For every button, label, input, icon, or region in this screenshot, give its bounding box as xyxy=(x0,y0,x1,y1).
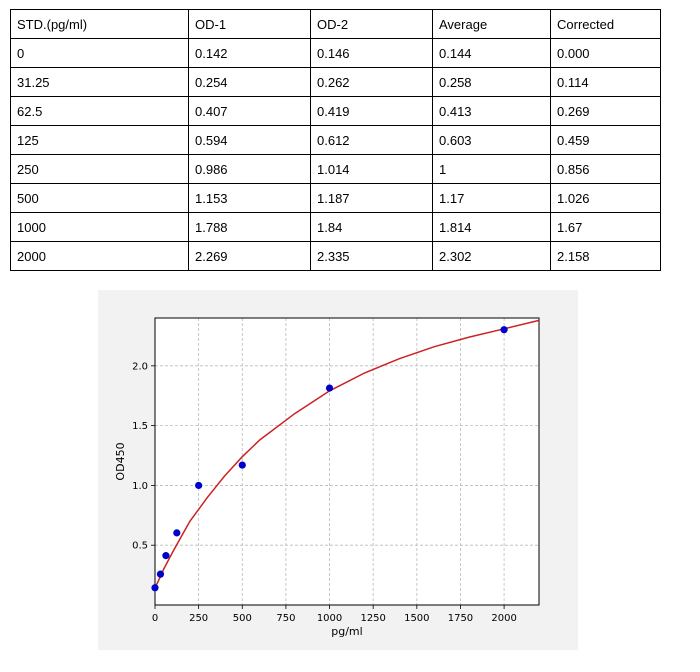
table-cell: 1 xyxy=(432,154,551,184)
table-row: 31.25 0.254 0.262 0.258 0.114 xyxy=(10,67,661,97)
table-row: 62.5 0.407 0.419 0.413 0.269 xyxy=(10,96,661,126)
data-point xyxy=(325,384,334,392)
table-cell: 0.146 xyxy=(310,38,433,68)
x-tick-label: 0 xyxy=(152,613,158,624)
table-cell: 0.612 xyxy=(310,125,433,155)
x-axis-label: pg/ml xyxy=(331,625,362,638)
table-cell: 0.269 xyxy=(550,96,661,126)
table-cell: 500 xyxy=(10,183,189,213)
data-point xyxy=(500,326,508,334)
table-cell: 1.17 xyxy=(432,183,551,213)
table-row: 125 0.594 0.612 0.603 0.459 xyxy=(10,125,661,155)
table-cell: 2.302 xyxy=(432,241,551,271)
table-cell: 1.153 xyxy=(188,183,311,213)
table-cell: 1.814 xyxy=(432,212,551,242)
table-cell: 0.986 xyxy=(188,154,311,184)
data-point xyxy=(195,481,203,490)
table-cell: 0.114 xyxy=(550,67,661,97)
table-cell: 2000 xyxy=(10,241,189,271)
fit-curve-line xyxy=(154,319,540,589)
table-cell: 0.258 xyxy=(432,67,551,97)
y-tick-label: 1.5 xyxy=(132,421,148,432)
data-point xyxy=(162,552,170,560)
table-cell: 0.142 xyxy=(188,38,311,68)
table-row: 0 0.142 0.146 0.144 0.000 xyxy=(10,38,661,68)
y-tick-label: 2.0 xyxy=(132,361,148,372)
data-point xyxy=(173,529,181,537)
plot-frame xyxy=(154,317,540,606)
header-od2: OD-2 xyxy=(310,9,433,39)
plot-area xyxy=(155,318,539,605)
table-cell: 1.026 xyxy=(550,183,661,213)
x-tick-label: 1250 xyxy=(360,613,385,624)
table-cell: 0.407 xyxy=(188,96,311,126)
x-tick-label: 750 xyxy=(276,613,295,624)
table-cell: 125 xyxy=(10,125,189,155)
table-cell: 2.335 xyxy=(310,241,433,271)
table-cell: 1.67 xyxy=(550,212,661,242)
header-std: STD.(pg/ml) xyxy=(10,9,189,39)
x-tick-label: 2000 xyxy=(491,613,516,624)
x-tick-label: 1500 xyxy=(404,613,429,624)
table-row: 250 0.986 1.014 1 0.856 xyxy=(10,154,661,184)
header-corrected: Corrected xyxy=(550,9,661,39)
x-tick-label: 500 xyxy=(233,613,252,624)
table-cell: 1.788 xyxy=(188,212,311,242)
table-row: 500 1.153 1.187 1.17 1.026 xyxy=(10,183,661,213)
table-cell: 0.419 xyxy=(310,96,433,126)
table-cell: 62.5 xyxy=(10,96,189,126)
table-cell: 2.269 xyxy=(188,241,311,271)
y-tick-label: 0.5 xyxy=(132,541,148,552)
header-average: Average xyxy=(432,9,551,39)
x-tick-label: 250 xyxy=(189,613,208,624)
data-point xyxy=(151,584,159,592)
x-tick-label: 1750 xyxy=(448,613,473,624)
y-tick-label: 1.0 xyxy=(132,481,148,492)
table-cell: 0.144 xyxy=(432,38,551,68)
standard-curve-chart: 0 250 500 750 1000 1250 1500 1750 2000 0.5 1.0 1.5 2… xyxy=(98,290,578,650)
table-cell: 0.459 xyxy=(550,125,661,155)
header-od1: OD-1 xyxy=(188,9,311,39)
data-point xyxy=(156,570,165,578)
table-cell: 0.262 xyxy=(310,67,433,97)
table-cell: 0.413 xyxy=(432,96,551,126)
chart-svg: 0 250 500 750 1000 1250 1500 1750 2000 0.5 1.0 1.5 2… xyxy=(114,317,540,638)
data-point xyxy=(238,461,246,469)
table-cell: 0 xyxy=(10,38,189,68)
table-cell: 250 xyxy=(10,154,189,184)
table-cell: 31.25 xyxy=(10,67,189,97)
table-cell: 0.594 xyxy=(188,125,311,155)
table-cell: 1.84 xyxy=(310,212,433,242)
table-cell: 2.158 xyxy=(550,241,661,271)
standard-table: STD.(pg/ml) OD-1 OD-2 Average Corrected … xyxy=(10,9,661,271)
table-cell: 1.187 xyxy=(310,183,433,213)
table-header-row: STD.(pg/ml) OD-1 OD-2 Average Corrected xyxy=(10,9,661,39)
table-cell: 1000 xyxy=(10,212,189,242)
table-row: 2000 2.269 2.335 2.302 2.158 xyxy=(10,241,661,271)
y-axis-label: OD450 xyxy=(114,442,127,480)
table-cell: 0.603 xyxy=(432,125,551,155)
table-cell: 0.856 xyxy=(550,154,661,184)
table-cell: 0.254 xyxy=(188,67,311,97)
table-cell: 1.014 xyxy=(310,154,433,184)
table-cell: 0.000 xyxy=(550,38,661,68)
x-tick-label: 1000 xyxy=(317,613,342,624)
table-row: 1000 1.788 1.84 1.814 1.67 xyxy=(10,212,661,242)
